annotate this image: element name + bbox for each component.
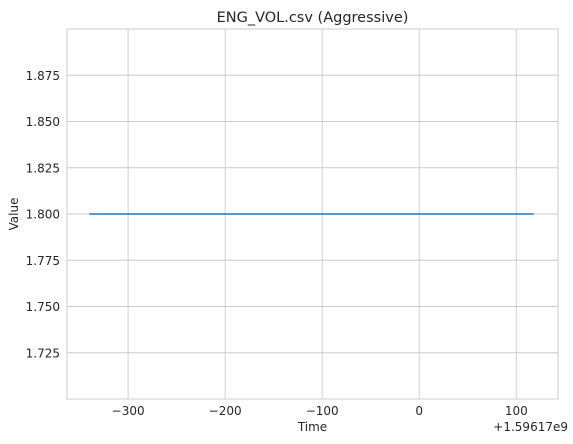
y-tick-label: 1.875 — [26, 69, 60, 83]
x-axis-label: Time — [297, 420, 327, 434]
plot-frame — [66, 28, 559, 400]
chart-title: ENG_VOL.csv (Aggressive) — [217, 10, 409, 26]
x-tick-label: −200 — [209, 404, 242, 418]
y-tick-label: 1.800 — [26, 208, 60, 222]
y-tick-label: 1.850 — [26, 115, 60, 129]
x-tick-label: −300 — [112, 404, 145, 418]
x-tick-label: 100 — [505, 404, 528, 418]
y-tick-label: 1.725 — [26, 346, 60, 360]
y-tick-label: 1.750 — [26, 300, 60, 314]
x-tick-label: 0 — [415, 404, 423, 418]
x-axis-offset-label: +1.59617e9 — [493, 420, 568, 434]
x-tick-labels: −300 −200 −100 0 100 — [112, 404, 528, 418]
x-tick-label: −100 — [306, 404, 339, 418]
y-tick-labels: 1.725 1.750 1.775 1.800 1.825 1.850 1.875 — [26, 69, 60, 361]
y-axis-label: Value — [7, 198, 21, 231]
y-tick-label: 1.775 — [26, 254, 60, 268]
y-tick-label: 1.825 — [26, 161, 60, 175]
